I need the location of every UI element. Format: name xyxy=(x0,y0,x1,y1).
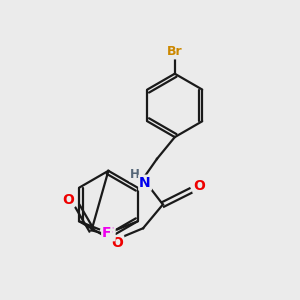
Text: F: F xyxy=(105,226,115,240)
Text: Br: Br xyxy=(167,45,183,58)
Text: O: O xyxy=(111,236,123,250)
Text: O: O xyxy=(62,193,74,206)
Text: N: N xyxy=(139,176,151,190)
Text: O: O xyxy=(194,179,206,193)
Text: H: H xyxy=(130,168,140,181)
Text: F: F xyxy=(102,226,112,240)
